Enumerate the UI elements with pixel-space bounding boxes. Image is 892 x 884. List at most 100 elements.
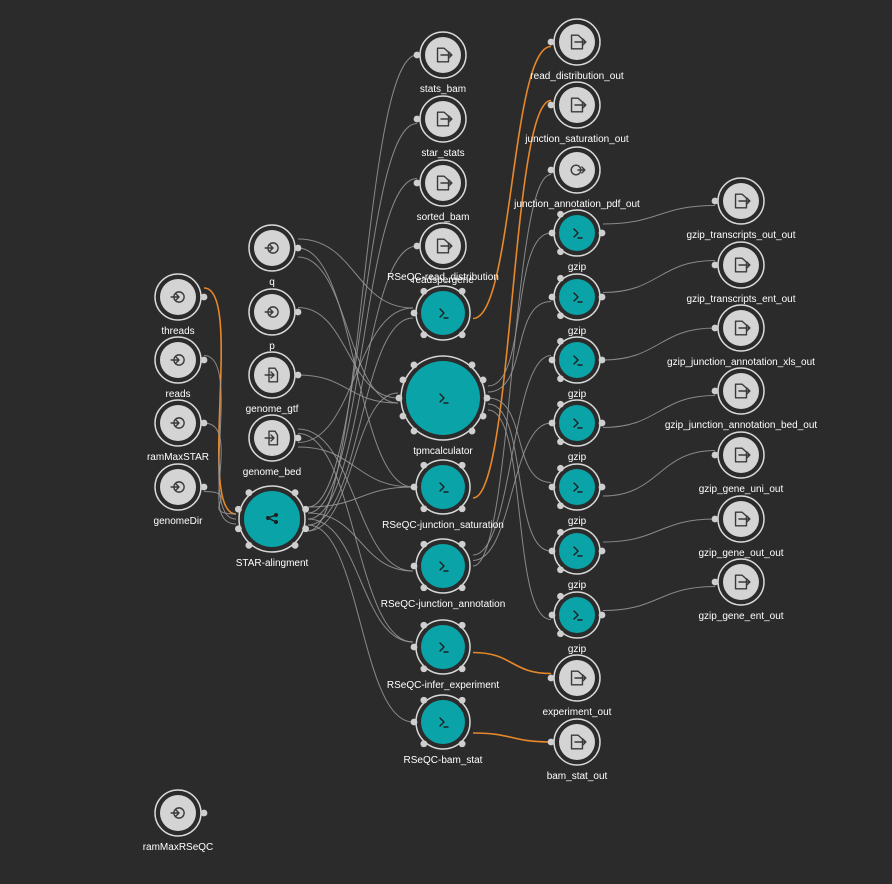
input-port[interactable] xyxy=(547,38,555,46)
node-rammaxstar[interactable]: ramMaxSTAR xyxy=(147,399,209,463)
input-port[interactable] xyxy=(413,51,421,59)
input-port[interactable] xyxy=(420,540,428,548)
node-readspergene[interactable]: readspergene xyxy=(412,222,474,286)
output-port[interactable] xyxy=(291,541,299,549)
input-port[interactable] xyxy=(413,242,421,250)
output-port[interactable] xyxy=(598,293,606,301)
node-reads[interactable]: reads xyxy=(154,336,208,400)
input-port[interactable] xyxy=(410,309,418,317)
output-port[interactable] xyxy=(458,584,466,592)
node-experiment-out[interactable]: experiment_out xyxy=(543,654,612,718)
output-port[interactable] xyxy=(294,244,302,252)
input-port[interactable] xyxy=(420,505,428,513)
input-port[interactable] xyxy=(547,738,555,746)
input-port[interactable] xyxy=(399,412,407,420)
input-port[interactable] xyxy=(557,400,564,408)
node-junction-saturation-out[interactable]: junction_saturation_out xyxy=(524,81,629,145)
node-genome-bed[interactable]: genome_bed xyxy=(243,414,302,478)
output-port[interactable] xyxy=(458,665,466,673)
output-port[interactable] xyxy=(458,740,466,748)
output-port[interactable] xyxy=(598,356,606,364)
input-port[interactable] xyxy=(548,547,556,555)
output-port[interactable] xyxy=(200,483,208,491)
output-port[interactable] xyxy=(294,308,302,316)
input-port[interactable] xyxy=(245,489,253,497)
input-port[interactable] xyxy=(395,394,403,402)
input-port[interactable] xyxy=(557,248,564,256)
input-port[interactable] xyxy=(557,566,564,574)
node-gzip5[interactable]: gzip xyxy=(548,463,606,527)
node-threads[interactable]: threads xyxy=(154,273,208,337)
output-port[interactable] xyxy=(302,525,310,533)
node-rseqc-junction-annotation[interactable]: RSeQC-junction_annotation xyxy=(381,538,506,610)
input-port[interactable] xyxy=(420,621,428,629)
output-port[interactable] xyxy=(458,287,466,295)
input-port[interactable] xyxy=(557,274,564,282)
node-star-alignment[interactable]: STAR-alingment xyxy=(234,485,310,569)
node-rammaxrseqc[interactable]: ramMaxRSeQC xyxy=(143,789,214,853)
node-gzip-transcripts-ent-out[interactable]: gzip_transcripts_ent_out xyxy=(687,241,796,305)
input-port[interactable] xyxy=(557,210,564,218)
node-gzip7[interactable]: gzip xyxy=(548,591,606,655)
input-port[interactable] xyxy=(413,115,421,123)
output-port[interactable] xyxy=(598,483,606,491)
input-port[interactable] xyxy=(548,293,556,301)
input-port[interactable] xyxy=(410,483,418,491)
output-port[interactable] xyxy=(598,547,606,555)
input-port[interactable] xyxy=(420,461,428,469)
input-port[interactable] xyxy=(711,324,719,332)
input-port[interactable] xyxy=(420,287,428,295)
output-port[interactable] xyxy=(294,371,302,379)
input-port[interactable] xyxy=(245,541,253,549)
input-port[interactable] xyxy=(711,387,719,395)
node-bam-stat-out[interactable]: bam_stat_out xyxy=(547,718,608,782)
node-gzip3[interactable]: gzip xyxy=(548,336,606,400)
input-port[interactable] xyxy=(410,643,418,651)
output-port[interactable] xyxy=(200,419,208,427)
output-port[interactable] xyxy=(458,621,466,629)
input-port[interactable] xyxy=(410,361,418,369)
output-port[interactable] xyxy=(458,696,466,704)
node-junction-annotation-pdf-out[interactable]: junction_annotation_pdf_out xyxy=(513,146,640,210)
node-sorted-bam[interactable]: sorted_bam xyxy=(413,159,470,223)
node-p[interactable]: p xyxy=(248,288,302,352)
input-port[interactable] xyxy=(413,179,421,187)
node-tpmcalculator[interactable]: tpmcalculator xyxy=(395,355,491,457)
input-port[interactable] xyxy=(399,376,407,384)
input-port[interactable] xyxy=(547,166,555,174)
input-port[interactable] xyxy=(557,592,564,600)
output-port[interactable] xyxy=(200,809,208,817)
input-port[interactable] xyxy=(410,562,418,570)
node-gzip4[interactable]: gzip xyxy=(548,399,606,463)
input-port[interactable] xyxy=(420,740,428,748)
input-port[interactable] xyxy=(547,674,555,682)
input-port[interactable] xyxy=(557,337,564,345)
output-port[interactable] xyxy=(458,461,466,469)
node-gzip-gene-uni-out[interactable]: gzip_gene_uni_out xyxy=(699,431,784,495)
output-port[interactable] xyxy=(458,540,466,548)
node-gzip6[interactable]: gzip xyxy=(548,527,606,591)
output-port[interactable] xyxy=(200,356,208,364)
input-port[interactable] xyxy=(557,375,564,383)
node-rseqc-junction-saturation[interactable]: RSeQC-junction_saturation xyxy=(382,459,504,531)
input-port[interactable] xyxy=(410,427,418,435)
input-port[interactable] xyxy=(410,718,418,726)
output-port[interactable] xyxy=(598,419,606,427)
input-port[interactable] xyxy=(548,483,556,491)
output-port[interactable] xyxy=(483,394,491,402)
node-read-distribution-out[interactable]: read_distribution_out xyxy=(530,18,624,82)
input-port[interactable] xyxy=(234,505,242,513)
node-gzip1[interactable]: gzip xyxy=(548,209,606,273)
node-gzip-gene-ent-out[interactable]: gzip_gene_ent_out xyxy=(698,558,784,622)
input-port[interactable] xyxy=(711,197,719,205)
node-rseqc-read-distribution[interactable]: RSeQC-read_distribution xyxy=(387,272,499,341)
node-rseqc-infer-experiment[interactable]: RSeQC-infer_experiment xyxy=(387,619,499,691)
node-genomedir[interactable]: genomeDir xyxy=(154,463,208,527)
input-port[interactable] xyxy=(711,451,719,459)
input-port[interactable] xyxy=(548,611,556,619)
node-rseqc-bam-stat[interactable]: RSeQC-bam_stat xyxy=(404,694,483,766)
input-port[interactable] xyxy=(547,101,555,109)
output-port[interactable] xyxy=(479,376,487,384)
input-port[interactable] xyxy=(420,696,428,704)
